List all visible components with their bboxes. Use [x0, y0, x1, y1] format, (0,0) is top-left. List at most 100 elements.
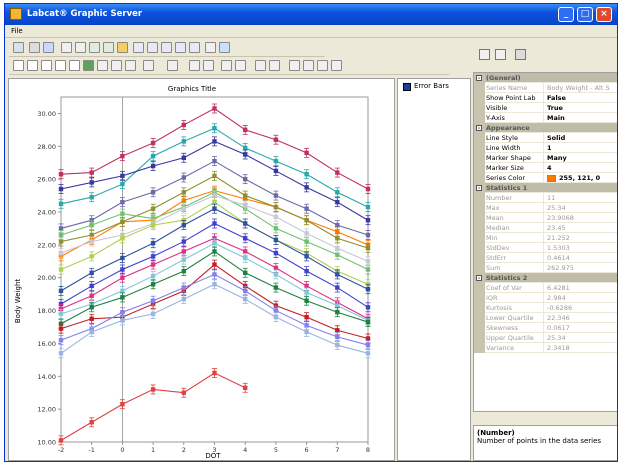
redo-icon[interactable] [303, 60, 314, 71]
zoom-out-icon[interactable] [103, 42, 114, 53]
property-row[interactable]: Mean 23.9068 [474, 213, 617, 223]
property-row[interactable]: StdErr 0.4614 [474, 253, 617, 263]
property-value: False [547, 94, 566, 102]
page-setup-icon[interactable] [189, 42, 200, 53]
data-point [365, 342, 371, 348]
distribute-icon[interactable] [125, 60, 136, 71]
property-row[interactable]: Line Width 1 [474, 143, 617, 153]
categorized-icon[interactable] [479, 49, 490, 60]
property-key: IQR [486, 293, 544, 303]
select-icon[interactable] [13, 60, 24, 71]
rectangle-icon[interactable] [27, 60, 38, 71]
bring-front-icon[interactable] [189, 60, 200, 71]
preview-icon[interactable] [175, 42, 186, 53]
property-row[interactable]: Kurtosis -0.6286 [474, 303, 617, 313]
property-row[interactable]: Lower Quartile 22.346 [474, 313, 617, 323]
series-icon[interactable] [43, 42, 54, 53]
menu-file[interactable]: File [11, 27, 23, 35]
property-row[interactable]: Series Name Body Weight - Alt S [474, 83, 617, 93]
bar-series-icon[interactable] [255, 60, 266, 71]
fill-icon[interactable] [83, 60, 94, 71]
chart-pane[interactable]: Graphics Title DOT Body Weight 10.00 12.0… [8, 78, 395, 461]
collapse-icon[interactable]: - [476, 75, 482, 82]
highlight-icon[interactable] [117, 42, 128, 53]
data-point [150, 190, 156, 195]
property-row[interactable]: Marker Shape Many [474, 153, 617, 163]
property-row[interactable]: Series Color 255, 121, 0 [474, 173, 617, 183]
data-point [58, 186, 64, 192]
alphabetical-icon[interactable] [495, 49, 506, 60]
property-row[interactable]: Y-Axis Main [474, 113, 617, 123]
back-icon[interactable] [317, 60, 328, 71]
line-color-icon[interactable] [167, 60, 178, 71]
align-icon[interactable] [111, 60, 122, 71]
copy-icon[interactable] [61, 42, 72, 53]
property-key: Lower Quartile [486, 313, 544, 323]
rotate-icon[interactable] [235, 60, 246, 71]
property-row[interactable]: Median 23.45 [474, 223, 617, 233]
close-icon[interactable]: × [596, 7, 612, 22]
wizard-icon[interactable] [205, 42, 216, 53]
property-row[interactable]: Marker Size 4 [474, 163, 617, 173]
collapse-icon[interactable]: - [476, 185, 482, 192]
data-point [365, 259, 371, 264]
property-row[interactable]: Variance 2.3418 [474, 343, 617, 353]
collapse-icon[interactable]: - [476, 125, 482, 132]
text-icon[interactable] [97, 60, 108, 71]
property-row[interactable]: Show Point Lab False [474, 93, 617, 103]
property-row[interactable]: Sum 262.975 [474, 263, 617, 273]
property-row[interactable]: Visible True [474, 103, 617, 113]
data-point [150, 298, 156, 303]
layout-icon[interactable] [29, 42, 40, 53]
y-tick-label: 18.00 [37, 307, 56, 315]
image-icon[interactable] [133, 42, 144, 53]
minimize-icon[interactable]: _ [558, 7, 574, 22]
maximize-icon[interactable]: □ [577, 7, 593, 22]
property-category[interactable]: - (General) [474, 73, 617, 83]
data-point [89, 293, 94, 298]
toolbar-drawing [9, 58, 449, 75]
arrow-icon[interactable] [69, 60, 80, 71]
data-point [89, 305, 94, 310]
collapse-icon[interactable]: - [476, 275, 482, 282]
property-row[interactable]: Coef of Var 6.4281 [474, 283, 617, 293]
group-icon[interactable] [143, 60, 154, 71]
data-point [212, 236, 217, 241]
property-row[interactable]: Max 25.34 [474, 203, 617, 213]
chart-type-icon[interactable] [13, 42, 24, 53]
zoom-in-icon[interactable] [89, 42, 100, 53]
data-point [212, 106, 217, 111]
data-point [273, 168, 279, 174]
property-row[interactable]: IQR 2.984 [474, 293, 617, 303]
data-point [58, 306, 64, 312]
category-name: (General) [486, 74, 521, 82]
scatter-series-icon[interactable] [269, 60, 280, 71]
property-category[interactable]: - Appearance [474, 123, 617, 133]
property-row[interactable]: Upper Quartile 25.34 [474, 333, 617, 343]
paste-icon[interactable] [75, 42, 86, 53]
settings-icon[interactable] [219, 42, 230, 53]
print-icon[interactable] [161, 42, 172, 53]
property-row[interactable]: Skewness 0.0617 [474, 323, 617, 333]
forward-icon[interactable] [331, 60, 342, 71]
property-value: 1.5303 [547, 244, 570, 252]
x-tick-label: 5 [274, 446, 278, 454]
property-row[interactable]: Line Style Solid [474, 133, 617, 143]
property-category[interactable]: - Statistics 1 [474, 183, 617, 193]
property-category[interactable]: - Statistics 2 [474, 273, 617, 283]
property-row[interactable]: Number 11 [474, 193, 617, 203]
line-icon[interactable] [55, 60, 66, 71]
data-point [181, 190, 186, 195]
export-icon[interactable] [147, 42, 158, 53]
undo-icon[interactable] [289, 60, 300, 71]
flip-icon[interactable] [221, 60, 232, 71]
data-point [273, 214, 279, 220]
property-pages-icon[interactable] [515, 49, 526, 60]
x-tick-label: 7 [335, 446, 339, 454]
property-row[interactable]: Min 21.252 [474, 233, 617, 243]
data-point [335, 199, 340, 205]
category-name: Statistics 1 [486, 184, 528, 192]
ellipse-icon[interactable] [41, 60, 52, 71]
property-row[interactable]: StdDev 1.5303 [474, 243, 617, 253]
send-back-icon[interactable] [203, 60, 214, 71]
